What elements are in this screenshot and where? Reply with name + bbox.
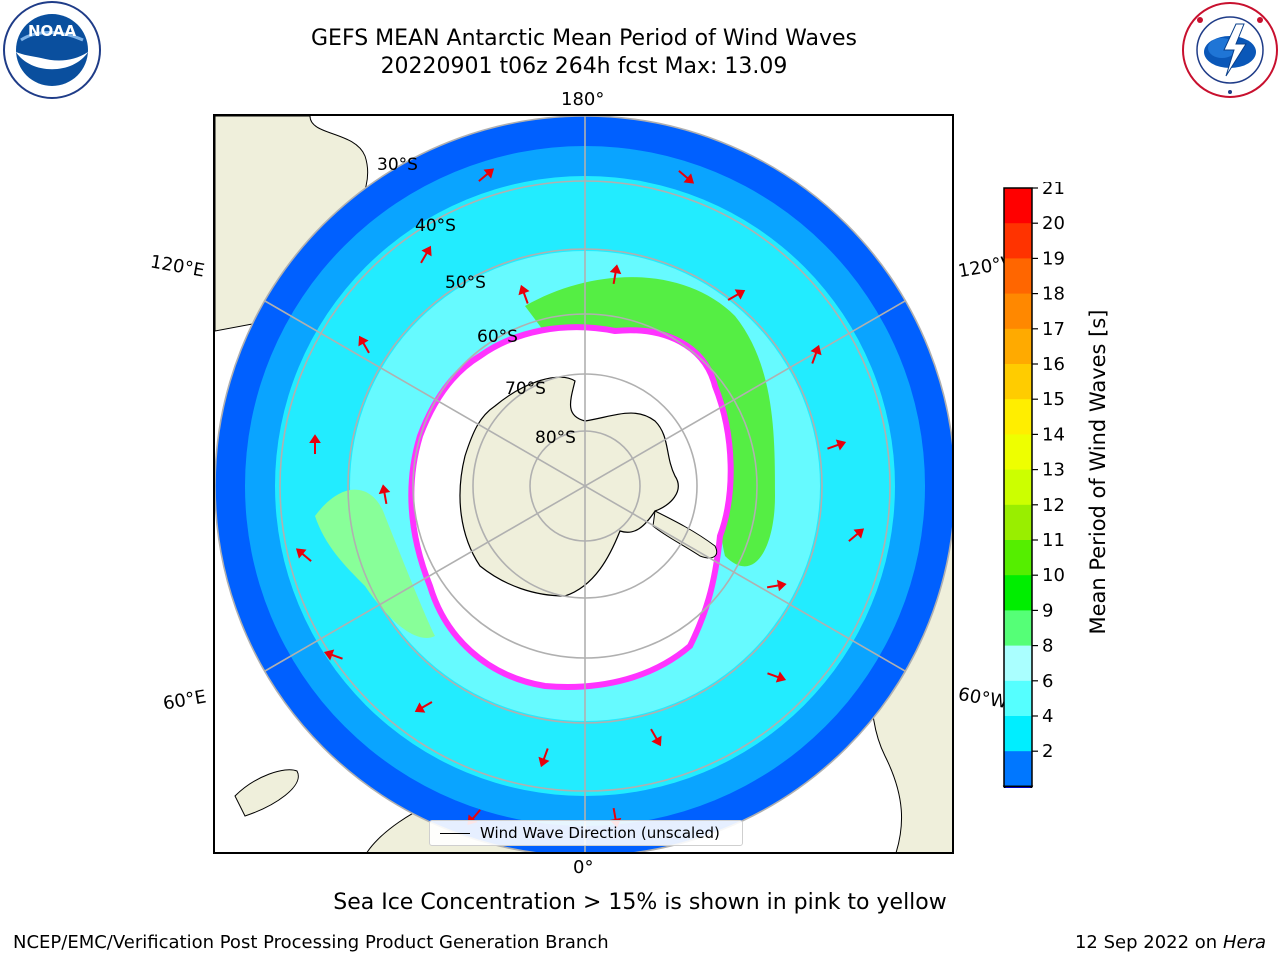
- footer-date: 12 Sep 2022 on Hera: [1075, 932, 1266, 953]
- nws-logo: [1182, 2, 1278, 98]
- colorbar-tick-label: 19: [1042, 248, 1065, 269]
- graticule: [215, 116, 952, 852]
- arrow: [478, 168, 495, 182]
- colorbar-segment: [1004, 610, 1032, 647]
- arrow: [358, 335, 370, 354]
- arrow: [650, 728, 662, 747]
- ice-caption: Sea Ice Concentration > 15% is shown in …: [333, 890, 947, 915]
- colorbar-segment: [1004, 434, 1032, 471]
- colorbar-segment: [1004, 469, 1032, 506]
- antarctic-peninsula: [652, 510, 718, 559]
- colorbar-tick-label: 15: [1042, 389, 1065, 410]
- wave-period-high-band: [525, 277, 775, 567]
- chart-title: GEFS MEAN Antarctic Mean Period of Wind …: [311, 26, 857, 51]
- colorbar-segment: [1004, 258, 1032, 295]
- lat-label-50s: 50°S: [445, 273, 486, 293]
- arrow: [295, 548, 312, 562]
- lat-label-80s: 80°S: [535, 428, 576, 448]
- map-panel: 30°S 40°S 50°S 60°S 70°S 80°S Wind Wave …: [213, 114, 954, 854]
- colorbar-tick-label: 8: [1042, 636, 1053, 657]
- arrow: [810, 344, 822, 364]
- colorbar-segment: [1004, 575, 1032, 611]
- footer-organization: NCEP/EMC/Verification Post Processing Pr…: [13, 932, 609, 953]
- colorbar-tick-label: 11: [1042, 530, 1065, 551]
- colorbar-segment: [1004, 223, 1032, 259]
- colorbar-tick-label: 12: [1042, 495, 1065, 516]
- lon-label-180: 180°: [561, 89, 605, 110]
- lat-label-70s: 70°S: [505, 379, 546, 399]
- arrow: [378, 484, 391, 505]
- arrow: [518, 284, 530, 304]
- colorbar-tick-label: 16: [1042, 354, 1065, 375]
- chart-subtitle: 20220901 t06z 264h fcst Max: 13.09: [380, 54, 788, 79]
- arrow: [766, 579, 787, 592]
- colorbar-tick-label: 18: [1042, 284, 1065, 305]
- colorbar-segment: [1004, 328, 1032, 365]
- arrow: [848, 528, 865, 542]
- noaa-logo: NOAA: [3, 1, 101, 99]
- colorbar-segment: [1004, 364, 1032, 400]
- arrow: [323, 649, 343, 661]
- lon-label-60e: 60°E: [161, 686, 208, 715]
- arrow: [727, 289, 746, 301]
- arrow: [538, 748, 550, 768]
- colorbar-tick-label: 2: [1042, 741, 1053, 762]
- colorbar-frame: [1003, 187, 1033, 788]
- colorbar-tick-label: 4: [1042, 706, 1053, 727]
- arrow: [420, 245, 432, 264]
- arrow: [767, 671, 787, 683]
- map-canvas: 30°S 40°S 50°S 60°S 70°S 80°S: [215, 116, 952, 852]
- arrow: [827, 439, 847, 451]
- colorbar-tick-label: 13: [1042, 460, 1065, 481]
- arrow: [309, 434, 321, 454]
- lat-label-30s: 30°S: [377, 155, 418, 175]
- arrow: [678, 170, 695, 184]
- colorbar-segment: [1004, 716, 1032, 752]
- colorbar: 21 20 19 18 17 16 15 14 13 12 11 10 9 8 6 4 2: [1002, 182, 1065, 788]
- colorbar-segment: [1004, 751, 1032, 787]
- arrow: [414, 701, 433, 713]
- legend-line-sample: [440, 833, 470, 834]
- antarctica-landmass: [459, 376, 679, 597]
- colorbar-tick-label: 14: [1042, 424, 1065, 445]
- colorbar-tick-label: 10: [1042, 565, 1065, 586]
- colorbar-segment: [1004, 680, 1032, 717]
- colorbar-segment: [1004, 645, 1032, 682]
- colorbar-tick-label: 6: [1042, 671, 1053, 692]
- colorbar-label: Mean Period of Wind Waves [s]: [1086, 309, 1110, 635]
- lon-label-120e: 120°E: [148, 251, 207, 282]
- lat-label-60s: 60°S: [477, 327, 518, 347]
- colorbar-tick-label: 21: [1042, 182, 1065, 199]
- colorbar-segment: [1004, 293, 1032, 330]
- colorbar-tick-label: 17: [1042, 319, 1065, 340]
- footer-system: Hera: [1222, 932, 1266, 953]
- arrow: [609, 264, 622, 285]
- map-legend: Wind Wave Direction (unscaled): [429, 820, 743, 846]
- footer-date-text: 12 Sep 2022 on: [1074, 932, 1218, 953]
- wave-period-high-band-west: [315, 489, 435, 638]
- colorbar-tick-label: 9: [1042, 600, 1053, 621]
- madagascar-landmass: [234, 769, 299, 817]
- colorbar-segment: [1004, 540, 1032, 576]
- legend-text: Wind Wave Direction (unscaled): [480, 824, 720, 842]
- colorbar-segment: [1004, 188, 1032, 224]
- colorbar-tick-label: 20: [1042, 213, 1065, 234]
- colorbar-segment: [1004, 399, 1032, 435]
- lat-label-40s: 40°S: [415, 216, 456, 236]
- lon-label-0: 0°: [573, 857, 594, 878]
- svg-text:NOAA: NOAA: [28, 22, 77, 40]
- wind-wave-arrows: [295, 168, 865, 828]
- colorbar-segment: [1004, 504, 1032, 541]
